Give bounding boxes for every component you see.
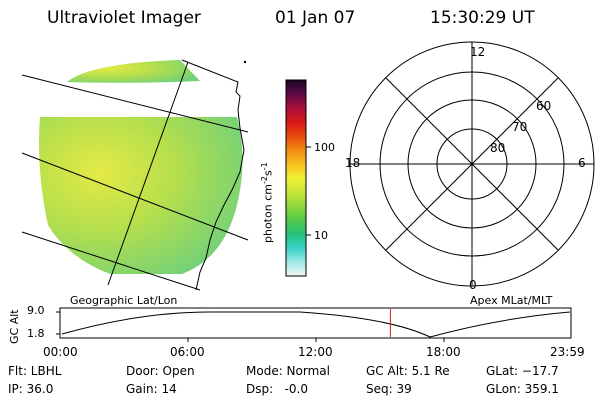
- map-grid-line: [107, 61, 189, 286]
- status-mode: Mode: Normal: [246, 364, 330, 378]
- lat-label-60: 60: [536, 99, 551, 113]
- polar-diagonal: [385, 77, 559, 251]
- map-grid-line: [21, 152, 249, 241]
- mlt-label-18: 18: [345, 156, 360, 170]
- polar-panel-label: Apex MLat/MLT: [470, 294, 553, 307]
- status-seq: Seq: 39: [366, 382, 412, 396]
- colorbar-label-10: 10: [314, 229, 328, 242]
- polar-dial: [349, 41, 595, 287]
- island-dot: [243, 60, 247, 64]
- status-door: Door: Open: [126, 364, 195, 378]
- colorbar-fill: [286, 80, 306, 276]
- xtick-label-0000: 00:00: [43, 345, 78, 359]
- mlt-label-6: 6: [578, 156, 586, 170]
- unit-exp-2: -1: [260, 162, 269, 171]
- status-gain: Gain: 14: [126, 382, 177, 396]
- alt-ytick-label-1-8: 1.8: [27, 327, 45, 340]
- colorbar-frame: [285, 79, 307, 277]
- altitude-plot: [56, 307, 572, 342]
- status-filter: Flt: LBHL: [8, 364, 62, 378]
- auroral-image: [21, 59, 249, 291]
- lat-label-70: 70: [512, 120, 527, 134]
- unit-exp-1: -2: [260, 176, 269, 185]
- unit-text: photon cm: [261, 184, 275, 243]
- aurora-upper-arc: [67, 60, 200, 83]
- status-glat: GLat: −17.7: [486, 364, 559, 378]
- status-ip: IP: 36.0: [8, 382, 54, 396]
- status-dsp: Dsp: -0.0: [246, 382, 309, 396]
- unit-mid: s: [261, 170, 275, 177]
- map-grid-line: [21, 74, 249, 133]
- xtick-label-1200: 12:00: [298, 345, 333, 359]
- time-label: 15:30:29 UT: [430, 8, 535, 28]
- mlt-label-0: 0: [469, 278, 477, 292]
- altitude-plot-frame: [59, 307, 572, 339]
- status-glon: GLon: 359.1: [486, 382, 559, 396]
- xtick-label-0600: 06:00: [170, 345, 205, 359]
- geo-panel-label: Geographic Lat/Lon: [70, 294, 178, 307]
- lat-label-80: 80: [490, 141, 505, 155]
- status-gc-alt: GC Alt: 5.1 Re: [366, 364, 450, 378]
- map-grid-line: [21, 231, 201, 291]
- aurora-main-region: [39, 117, 243, 274]
- instrument-title: Ultraviolet Imager: [47, 8, 201, 28]
- colorbar: 100 10: [285, 79, 335, 277]
- alt-ytick-label-9: 9.0: [27, 304, 45, 317]
- alt-ylabel: GC Alt: [8, 309, 21, 344]
- colorbar-label-100: 100: [314, 141, 335, 154]
- altitude-curve: [61, 311, 571, 338]
- mlt-label-12: 12: [470, 45, 485, 59]
- coastline: [181, 59, 245, 291]
- xtick-label-1800: 18:00: [426, 345, 461, 359]
- xtick-label-2359: 23:59: [550, 345, 585, 359]
- date-label: 01 Jan 07: [275, 8, 356, 28]
